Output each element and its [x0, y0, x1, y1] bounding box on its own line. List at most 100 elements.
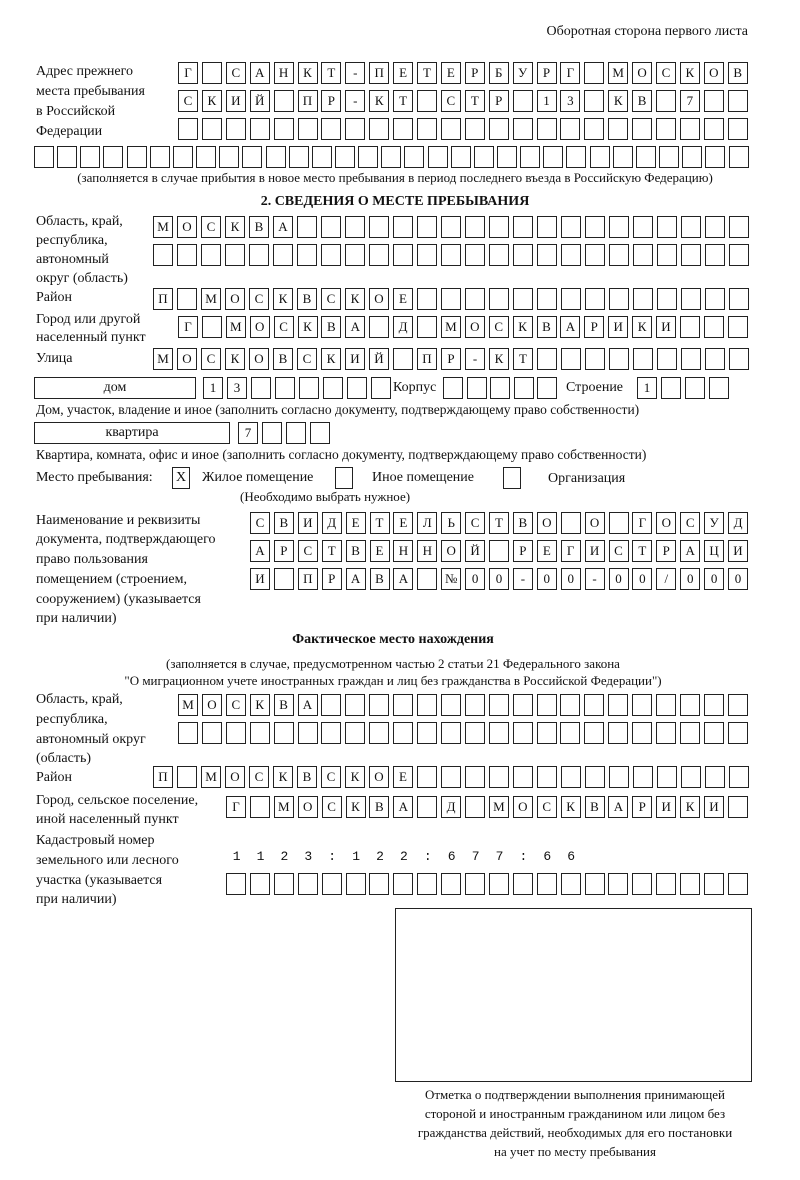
char-cell[interactable]: О [369, 288, 389, 310]
char-cell[interactable] [465, 288, 485, 310]
char-cell[interactable] [465, 796, 485, 818]
char-cell[interactable]: № [441, 568, 462, 590]
char-cell[interactable]: У [512, 62, 533, 84]
char-cell[interactable]: Е [345, 512, 366, 534]
char-cell[interactable] [537, 766, 557, 788]
char-cell[interactable]: Т [632, 540, 653, 562]
char-cell[interactable]: П [417, 348, 437, 370]
char-cell[interactable]: С [297, 348, 317, 370]
char-cell[interactable] [513, 377, 534, 399]
char-cell[interactable] [497, 146, 517, 168]
char-cell[interactable] [536, 722, 557, 744]
char-cell[interactable]: К [273, 766, 293, 788]
char-cell[interactable] [286, 422, 306, 444]
char-cell[interactable]: 1 [637, 377, 657, 399]
char-cell[interactable] [512, 722, 533, 744]
char-cell[interactable] [297, 845, 318, 867]
char-cell[interactable]: С [297, 540, 318, 562]
char-cell[interactable]: 0 [489, 568, 509, 590]
char-cell[interactable] [242, 146, 263, 168]
char-cell[interactable] [584, 694, 605, 716]
char-cell[interactable] [404, 146, 425, 168]
char-cell[interactable]: А [560, 316, 581, 338]
char-cell[interactable] [393, 873, 414, 895]
char-cell[interactable] [728, 146, 749, 168]
char-cell[interactable] [536, 118, 557, 140]
char-cell[interactable] [427, 146, 448, 168]
char-cell[interactable]: А [345, 316, 366, 338]
char-cell[interactable] [297, 118, 318, 140]
char-cell[interactable] [440, 722, 461, 744]
char-cell[interactable] [680, 845, 701, 867]
char-cell[interactable]: 0 [704, 568, 725, 590]
char-cell[interactable] [172, 146, 193, 168]
char-cell[interactable]: И [704, 796, 724, 818]
char-cell[interactable]: И [345, 348, 365, 370]
char-cell[interactable] [632, 873, 653, 895]
char-cell[interactable]: Й [369, 348, 389, 370]
char-cell[interactable] [334, 146, 355, 168]
char-cell[interactable] [520, 146, 541, 168]
char-cell[interactable]: В [369, 796, 390, 818]
char-cell[interactable] [393, 216, 413, 238]
char-cell[interactable]: 0 [728, 568, 748, 590]
char-cell[interactable] [681, 766, 701, 788]
char-cell[interactable] [703, 316, 724, 338]
char-cell[interactable] [608, 694, 629, 716]
char-cell[interactable]: М [201, 288, 221, 310]
char-cell[interactable]: А [273, 216, 293, 238]
char-cell[interactable]: Г [178, 316, 198, 338]
char-cell[interactable]: В [273, 512, 294, 534]
char-cell[interactable]: М [440, 316, 461, 338]
char-cell[interactable] [560, 512, 581, 534]
char-cell[interactable]: Т [369, 512, 390, 534]
char-cell[interactable]: Р [536, 62, 557, 84]
char-cell[interactable]: М [153, 348, 173, 370]
char-cell[interactable]: О [441, 540, 462, 562]
char-cell[interactable] [417, 796, 438, 818]
char-cell[interactable] [297, 216, 317, 238]
char-cell[interactable] [513, 766, 533, 788]
char-cell[interactable] [441, 845, 462, 867]
char-cell[interactable]: С [465, 512, 486, 534]
char-cell[interactable] [149, 146, 170, 168]
char-cell[interactable]: М [178, 694, 198, 716]
char-cell[interactable] [727, 845, 748, 867]
char-cell[interactable]: Р [321, 90, 342, 112]
char-cell[interactable]: А [250, 540, 270, 562]
char-cell[interactable] [679, 118, 700, 140]
flat-type-field[interactable]: квартира [34, 422, 230, 444]
char-cell[interactable] [659, 146, 680, 168]
char-cell[interactable] [513, 288, 533, 310]
char-cell[interactable]: Д [728, 512, 748, 534]
char-cell[interactable]: К [345, 766, 365, 788]
char-cell[interactable] [633, 244, 653, 266]
char-cell[interactable] [288, 146, 309, 168]
char-cell[interactable]: К [512, 316, 533, 338]
char-cell[interactable] [262, 422, 282, 444]
char-cell[interactable]: 0 [536, 568, 557, 590]
char-cell[interactable] [656, 694, 676, 716]
char-cell[interactable] [275, 377, 295, 399]
char-cell[interactable] [393, 118, 414, 140]
char-cell[interactable] [685, 377, 705, 399]
char-cell[interactable] [657, 288, 677, 310]
char-cell[interactable] [369, 845, 390, 867]
char-cell[interactable] [543, 146, 564, 168]
char-cell[interactable] [704, 873, 724, 895]
char-cell[interactable] [310, 422, 330, 444]
char-cell[interactable]: А [680, 540, 701, 562]
checkbox-organization[interactable] [503, 467, 521, 489]
char-cell[interactable]: Р [441, 348, 461, 370]
char-cell[interactable]: Н [273, 62, 294, 84]
char-cell[interactable]: 1 [536, 90, 557, 112]
char-cell[interactable]: К [225, 348, 245, 370]
char-cell[interactable]: К [680, 796, 701, 818]
char-cell[interactable] [633, 348, 653, 370]
char-cell[interactable] [297, 873, 318, 895]
char-cell[interactable]: Д [321, 512, 342, 534]
char-cell[interactable] [178, 118, 198, 140]
char-cell[interactable]: К [608, 90, 629, 112]
char-cell[interactable]: О [225, 288, 245, 310]
char-cell[interactable] [512, 873, 533, 895]
